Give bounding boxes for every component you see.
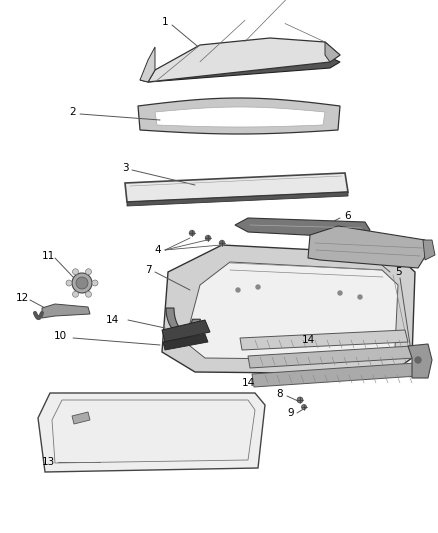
Text: 2: 2 — [70, 107, 76, 117]
Polygon shape — [38, 393, 265, 472]
Circle shape — [190, 230, 194, 236]
Circle shape — [72, 273, 92, 293]
Text: 10: 10 — [53, 331, 67, 341]
Polygon shape — [140, 47, 155, 82]
Circle shape — [85, 269, 92, 274]
Text: 6: 6 — [345, 211, 351, 221]
Text: 5: 5 — [395, 267, 401, 277]
Polygon shape — [166, 308, 201, 333]
Polygon shape — [308, 226, 428, 268]
Polygon shape — [408, 344, 432, 378]
Polygon shape — [155, 107, 325, 127]
Circle shape — [338, 291, 342, 295]
Circle shape — [85, 291, 92, 297]
Polygon shape — [148, 38, 340, 82]
Polygon shape — [163, 334, 208, 350]
Polygon shape — [235, 218, 370, 238]
Text: 3: 3 — [122, 163, 128, 173]
Circle shape — [236, 288, 240, 292]
Text: 11: 11 — [41, 251, 55, 261]
Circle shape — [219, 240, 225, 246]
Polygon shape — [162, 245, 415, 374]
Text: 14: 14 — [106, 315, 119, 325]
Polygon shape — [162, 320, 210, 342]
Circle shape — [358, 295, 362, 299]
Text: 8: 8 — [277, 389, 283, 399]
Polygon shape — [138, 98, 340, 134]
Text: 14: 14 — [301, 335, 314, 345]
Text: 1: 1 — [162, 17, 168, 27]
Polygon shape — [423, 240, 435, 260]
Polygon shape — [125, 173, 348, 202]
Circle shape — [301, 405, 307, 409]
Circle shape — [92, 280, 98, 286]
Circle shape — [73, 291, 78, 297]
Text: 7: 7 — [145, 265, 151, 275]
Circle shape — [256, 285, 260, 289]
Circle shape — [205, 236, 211, 240]
Text: 4: 4 — [155, 245, 161, 255]
Polygon shape — [252, 363, 418, 387]
Polygon shape — [248, 346, 415, 368]
Polygon shape — [72, 412, 90, 424]
Circle shape — [297, 397, 303, 403]
Polygon shape — [185, 262, 398, 360]
Polygon shape — [127, 192, 348, 206]
Polygon shape — [325, 42, 340, 62]
Circle shape — [66, 280, 72, 286]
Circle shape — [415, 357, 421, 363]
Text: 14: 14 — [241, 378, 254, 388]
Polygon shape — [240, 330, 408, 350]
Circle shape — [76, 277, 88, 289]
Polygon shape — [42, 304, 90, 318]
Polygon shape — [140, 55, 340, 82]
Text: 13: 13 — [41, 457, 55, 467]
Text: 9: 9 — [288, 408, 294, 418]
Circle shape — [73, 269, 78, 274]
Text: 12: 12 — [15, 293, 28, 303]
